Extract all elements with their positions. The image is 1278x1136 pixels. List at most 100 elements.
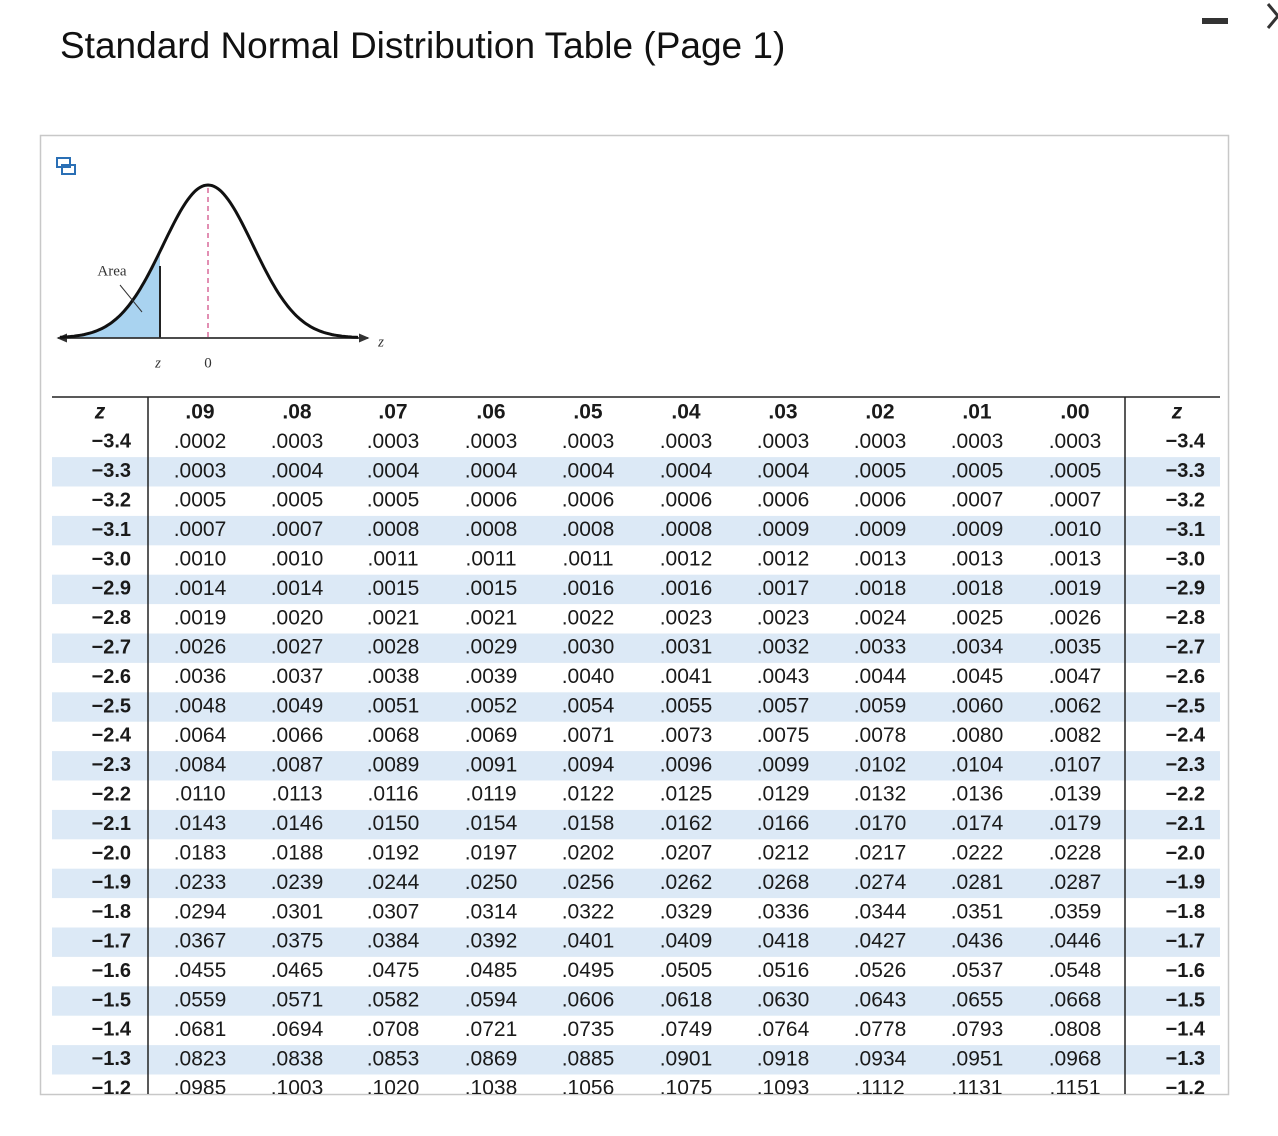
probability-cell: .0004	[562, 459, 615, 482]
probability-cell: .0075	[757, 724, 810, 747]
area-shade	[60, 251, 160, 338]
probability-cell: .0179	[1049, 812, 1102, 835]
probability-cell: .0087	[271, 753, 324, 776]
column-header: .09	[185, 401, 214, 424]
probability-cell: .0294	[174, 900, 227, 923]
probability-cell: .0104	[951, 753, 1004, 776]
row-band	[52, 1045, 1220, 1075]
row-z: −2.6	[1166, 666, 1205, 688]
probability-cell: .0019	[174, 606, 227, 629]
row-band	[52, 692, 1220, 722]
row-band	[52, 868, 1220, 899]
probability-cell: .0475	[367, 959, 420, 982]
row-z: −2.7	[92, 636, 131, 658]
probability-cell: .0023	[757, 606, 810, 629]
close-button[interactable]	[1266, 3, 1278, 29]
probability-cell: .0035	[1049, 636, 1102, 659]
probability-cell: .0013	[951, 548, 1004, 571]
probability-cell: .0006	[465, 489, 518, 512]
row-z: −3.4	[92, 431, 132, 453]
minimize-button[interactable]	[1202, 18, 1228, 24]
row-z: −3.2	[1166, 489, 1205, 511]
probability-cell: .0029	[465, 636, 518, 659]
probability-cell: .0071	[562, 724, 615, 747]
probability-cell: .1112	[855, 1077, 904, 1100]
probability-cell: .0003	[1049, 430, 1102, 453]
row-z: −1.7	[1166, 930, 1205, 952]
probability-cell: .0274	[854, 871, 907, 894]
probability-cell: .0080	[951, 724, 1004, 747]
probability-cell: .0031	[660, 636, 713, 659]
probability-cell: .0003	[660, 430, 713, 453]
column-header: .05	[573, 401, 603, 424]
page-title: Standard Normal Distribution Table (Page…	[60, 25, 785, 66]
row-band	[52, 986, 1220, 1016]
probability-cell: .0023	[660, 606, 713, 629]
probability-cell: .0307	[367, 900, 420, 923]
probability-cell: .0024	[854, 606, 907, 629]
probability-cell: .0054	[562, 695, 615, 718]
row-band	[52, 574, 1220, 605]
probability-cell: .0505	[660, 959, 713, 982]
probability-cell: .0007	[271, 518, 324, 541]
row-z: −1.3	[1166, 1048, 1205, 1070]
column-header: .06	[476, 401, 505, 424]
probability-cell: .0047	[1049, 665, 1102, 688]
probability-cell: .0005	[1049, 459, 1102, 482]
probability-cell: .0009	[951, 518, 1004, 541]
probability-cell: .0034	[951, 636, 1004, 659]
probability-cell: .0045	[951, 665, 1004, 688]
row-z: −2.8	[92, 607, 131, 629]
probability-cell: .0062	[1049, 695, 1102, 718]
probability-cell: .0793	[951, 1018, 1004, 1041]
probability-cell: .0057	[757, 695, 810, 718]
probability-cell: .0455	[174, 959, 227, 982]
row-z: −1.6	[1166, 960, 1205, 982]
probability-cell: .0322	[562, 900, 615, 923]
probability-cell: .0082	[1049, 724, 1102, 747]
probability-cell: .0009	[757, 518, 810, 541]
probability-cell: .0250	[465, 871, 518, 894]
probability-cell: .0384	[367, 930, 420, 953]
probability-cell: .0049	[271, 695, 324, 718]
column-header: .07	[378, 401, 407, 424]
probability-cell: .0122	[562, 783, 615, 806]
row-z: −1.6	[92, 960, 131, 982]
probability-cell: .0239	[271, 871, 324, 894]
row-z: −2.7	[1166, 636, 1205, 658]
probability-cell: .0059	[854, 695, 907, 718]
probability-cell: .0526	[854, 959, 907, 982]
probability-cell: .0485	[465, 959, 518, 982]
row-z: −2.2	[1166, 783, 1205, 805]
probability-cell: .0228	[1049, 842, 1102, 865]
probability-cell: .0174	[951, 812, 1004, 835]
row-z: −1.2	[92, 1077, 131, 1099]
probability-cell: .0026	[174, 636, 227, 659]
probability-cell: .0006	[854, 489, 907, 512]
probability-cell: .0069	[465, 724, 518, 747]
probability-cell: .0197	[465, 842, 518, 865]
probability-cell: .0003	[271, 430, 324, 453]
probability-cell: .0007	[1049, 489, 1102, 512]
probability-cell: .0268	[757, 871, 810, 894]
probability-cell: .0132	[854, 783, 907, 806]
probability-cell: .0901	[660, 1047, 713, 1070]
probability-cell: .0643	[854, 989, 907, 1012]
probability-cell: .0537	[951, 959, 1004, 982]
z-label: z	[154, 355, 161, 371]
probability-cell: .0013	[854, 548, 907, 571]
probability-cell: .0078	[854, 724, 907, 747]
row-z: −2.0	[1166, 842, 1205, 864]
probability-cell: .0630	[757, 989, 810, 1012]
column-header: .02	[865, 401, 894, 424]
probability-cell: .0003	[854, 430, 907, 453]
bell-curve	[59, 183, 359, 339]
probability-cell: .0003	[367, 430, 420, 453]
row-z: −2.5	[1166, 695, 1205, 717]
probability-cell: .0571	[271, 989, 324, 1012]
column-header: .03	[768, 401, 797, 424]
probability-cell: .0008	[660, 518, 713, 541]
probability-cell: .0113	[272, 783, 323, 806]
probability-cell: .0301	[271, 900, 324, 923]
